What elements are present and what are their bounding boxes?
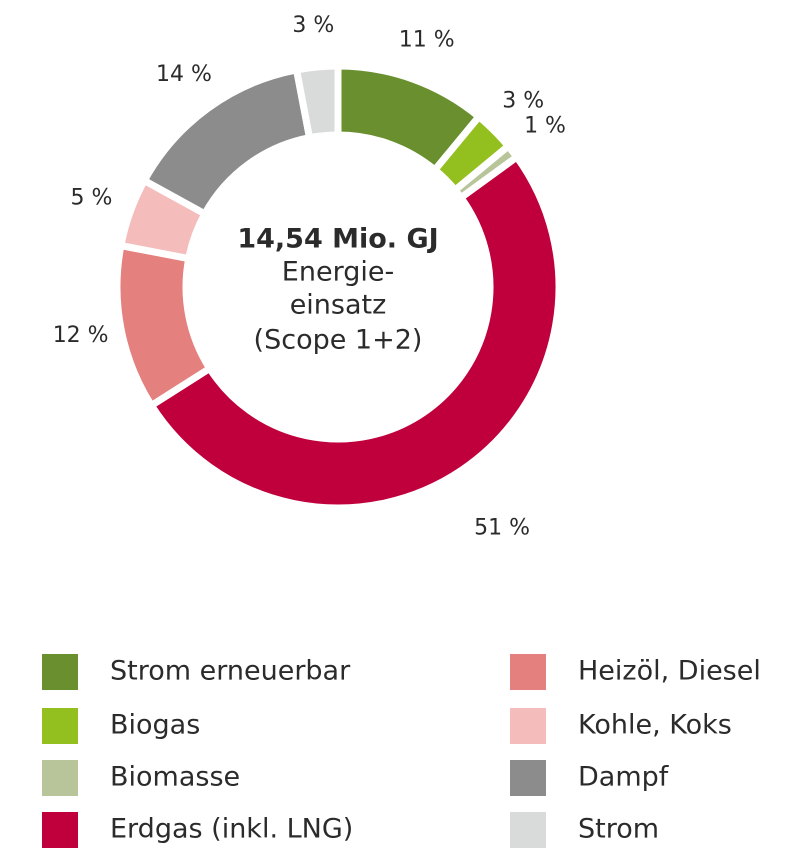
donut-segment (146, 152, 563, 512)
center-text: (Scope 1+2) (254, 325, 423, 356)
data-label: 3 % (502, 89, 544, 114)
legend-label: Strom (578, 814, 659, 845)
data-label: 3 % (292, 13, 334, 38)
legend-swatch (510, 654, 546, 690)
center-title: 14,54 Mio. GJ (237, 224, 438, 255)
data-label: 12 % (53, 323, 109, 348)
donut-segment (292, 62, 342, 142)
legend-label: Erdgas (inkl. LNG) (110, 814, 353, 845)
data-label: 1 % (524, 113, 566, 138)
legend-swatch (510, 760, 546, 796)
data-label: 51 % (474, 516, 530, 541)
center-text: einsatz (290, 290, 387, 321)
legend-label: Heizöl, Diesel (578, 656, 761, 687)
legend-label: Strom erneuerbar (110, 656, 351, 687)
legend-swatch (42, 708, 78, 744)
legend-swatch (42, 760, 78, 796)
legend-label: Biomasse (110, 762, 240, 793)
center-text: Energie- (282, 257, 394, 288)
legend-swatch (510, 708, 546, 744)
legend-label: Kohle, Koks (578, 710, 732, 741)
legend-swatch (510, 812, 546, 848)
legend-swatch (42, 654, 78, 690)
donut-segment (139, 65, 314, 219)
data-label: 11 % (399, 27, 455, 52)
data-label: 14 % (156, 62, 212, 87)
data-label: 5 % (71, 185, 113, 210)
legend-label: Biogas (110, 710, 200, 741)
legend-swatch (42, 812, 78, 848)
legend-label: Dampf (578, 762, 670, 793)
